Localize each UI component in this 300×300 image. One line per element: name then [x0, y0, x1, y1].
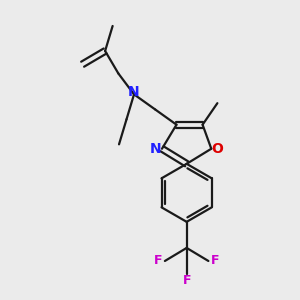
Text: N: N [150, 142, 161, 156]
Text: F: F [211, 254, 219, 268]
Text: F: F [154, 254, 163, 268]
Text: O: O [212, 142, 224, 156]
Text: F: F [182, 274, 191, 287]
Text: N: N [128, 85, 140, 99]
